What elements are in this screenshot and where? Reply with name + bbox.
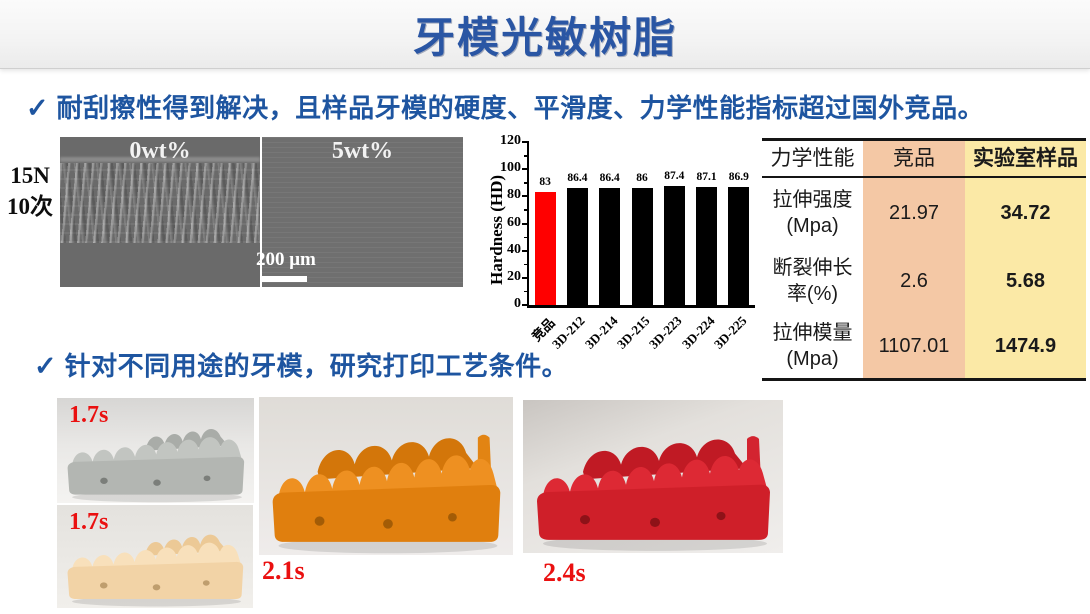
row-label-line: 拉伸强度 <box>772 189 853 211</box>
table-cell-lab: 5.68 <box>965 248 1086 314</box>
exposure-time-label: 1.7s <box>69 509 109 535</box>
photo-gray-dental-model: 1.7s <box>57 398 254 503</box>
table-header-lab-sample: 实验室样品 <box>965 141 1086 178</box>
sem-right-label: 5wt% <box>331 138 394 164</box>
dental-model-illustration <box>537 436 770 552</box>
photo-red-dental-model <box>523 400 783 553</box>
table-cell-competitor: 2.6 <box>863 248 965 314</box>
photo-cream-dental-model: 1.7s <box>57 505 253 608</box>
photo-orange-dental-model <box>259 397 513 555</box>
table-row-label: 拉伸强度 (Mpa) <box>762 178 863 248</box>
dental-model-illustration <box>67 534 244 607</box>
chart-plot-area: 0 20 40 60 80 100 120 83 竞品 86.4 3D-212 86.4 3D-214 8… <box>500 133 755 352</box>
table-cell-competitor: 21.97 <box>863 178 965 248</box>
scale-bar-text: 200 μm <box>256 249 316 270</box>
table-cell-lab: 1474.9 <box>965 314 1086 378</box>
sem-load-line1: 15N <box>10 163 50 188</box>
sem-texture-strip <box>60 157 260 162</box>
sem-left-label: 0wt% <box>129 138 191 164</box>
sem-image-5wt: 5wt% <box>262 137 463 287</box>
checkmark-icon: ✓ <box>34 351 57 381</box>
row-label-line: 拉伸模量 <box>772 322 853 344</box>
page-title: 牙模光敏树脂 <box>412 13 677 61</box>
scale-bar <box>262 276 307 282</box>
bullet-scratch-resistance: ✓ 耐刮擦性得到解决，且样品牙模的硬度、平滑度、力学性能指标超过国外竞品。 <box>26 93 1066 124</box>
table-header-competitor: 竞品 <box>863 141 965 178</box>
exposure-time-label: 2.1s <box>262 556 305 585</box>
sem-image-0wt: 0wt% <box>60 137 260 287</box>
bullet-print-conditions: ✓ 针对不同用途的牙模，研究打印工艺条件。 <box>34 351 934 382</box>
mechanical-properties-table: 力学性能 竞品 实验室样品 拉伸强度 (Mpa) 21.97 34.72 断裂伸… <box>762 138 1086 381</box>
table-header-property: 力学性能 <box>762 141 863 178</box>
dental-model-illustration <box>67 428 245 502</box>
table-cell-competitor: 1107.01 <box>863 314 965 378</box>
table-row-label: 断裂伸长 率(%) <box>762 248 863 314</box>
checkmark-icon: ✓ <box>26 93 49 123</box>
table-row-label: 拉伸模量 (Mpa) <box>762 314 863 378</box>
hardness-bar-chart: Hardness (HD) 0 20 40 60 80 100 120 83 竞品 86.4 3D-… <box>487 131 767 352</box>
row-label-line: (Mpa) <box>786 215 839 237</box>
title-bar: 牙模光敏树脂 <box>0 0 1090 69</box>
row-label-line: 率(%) <box>786 283 839 305</box>
dental-model-illustration <box>272 434 501 554</box>
table-cell-lab: 34.72 <box>965 178 1086 248</box>
exposure-time-label: 1.7s <box>69 402 109 428</box>
exposure-time-label: 2.4s <box>543 558 586 587</box>
scratch-marks <box>60 163 260 243</box>
sem-load-line2: 10次 <box>7 194 53 220</box>
row-label-line: 断裂伸长 <box>772 257 853 279</box>
bullet1-text: 耐刮擦性得到解决，且样品牙模的硬度、平滑度、力学性能指标超过国外竞品。 <box>56 93 985 123</box>
bullet2-text: 针对不同用途的牙模，研究打印工艺条件。 <box>64 351 569 381</box>
row-label-line: (Mpa) <box>786 348 839 370</box>
sem-load-label: 15N 10次 <box>2 160 58 222</box>
